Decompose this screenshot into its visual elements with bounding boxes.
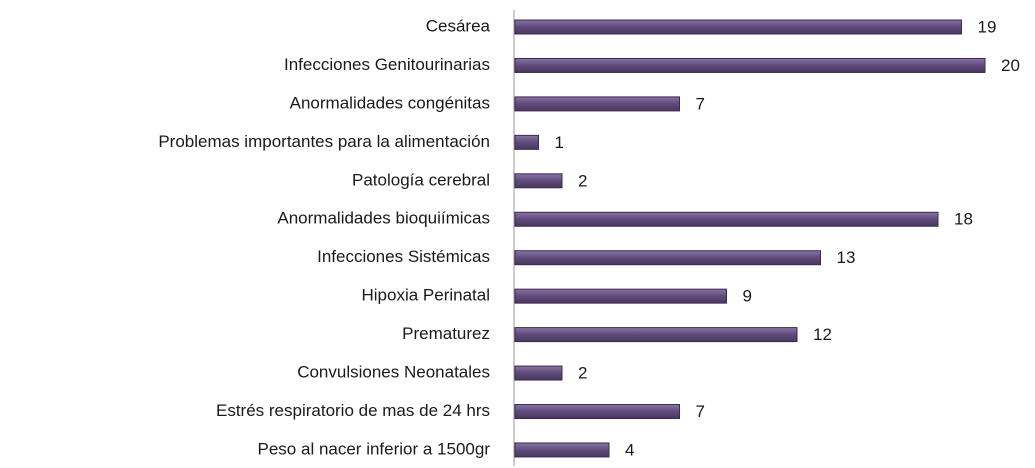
category-label: Estrés respiratorio de mas de 24 hrs (216, 401, 490, 420)
value-label: 12 (813, 325, 832, 344)
category-label: Anormalidades congénitas (290, 93, 490, 112)
value-label: 2 (578, 171, 587, 190)
bar (514, 57, 986, 73)
value-label: 13 (837, 248, 856, 267)
bar (514, 442, 610, 458)
value-label: 1 (555, 133, 564, 152)
category-label: Convulsiones Neonatales (297, 363, 490, 382)
value-label: 9 (743, 287, 752, 306)
bar (514, 96, 680, 112)
bar (514, 288, 727, 304)
value-label: 7 (696, 94, 705, 113)
bar (514, 404, 680, 419)
value-label: 2 (578, 364, 587, 383)
bar (514, 19, 962, 35)
value-label: 19 (978, 17, 997, 36)
bar (514, 365, 563, 381)
value-label: 18 (954, 210, 973, 229)
category-label: Anormalidades bioquiímicas (277, 209, 490, 228)
bar (514, 173, 563, 189)
category-label: Peso al nacer inferior a 1500gr (258, 439, 491, 458)
value-label: 4 (625, 440, 634, 459)
value-label: 20 (1001, 56, 1020, 75)
category-label: Cesárea (426, 16, 491, 35)
bar (514, 250, 821, 266)
category-label: Infecciones Genitourinarias (284, 55, 490, 74)
category-label: Infecciones Sistémicas (317, 247, 490, 266)
category-label: Hipoxia Perinatal (361, 286, 490, 305)
bar (514, 327, 798, 343)
value-label: 7 (696, 402, 705, 421)
category-label: Problemas importantes para la alimentaci… (158, 132, 490, 151)
category-label: Patología cerebral (352, 170, 490, 189)
bar (514, 211, 939, 227)
category-label: Prematurez (402, 324, 490, 343)
bar (514, 134, 539, 150)
